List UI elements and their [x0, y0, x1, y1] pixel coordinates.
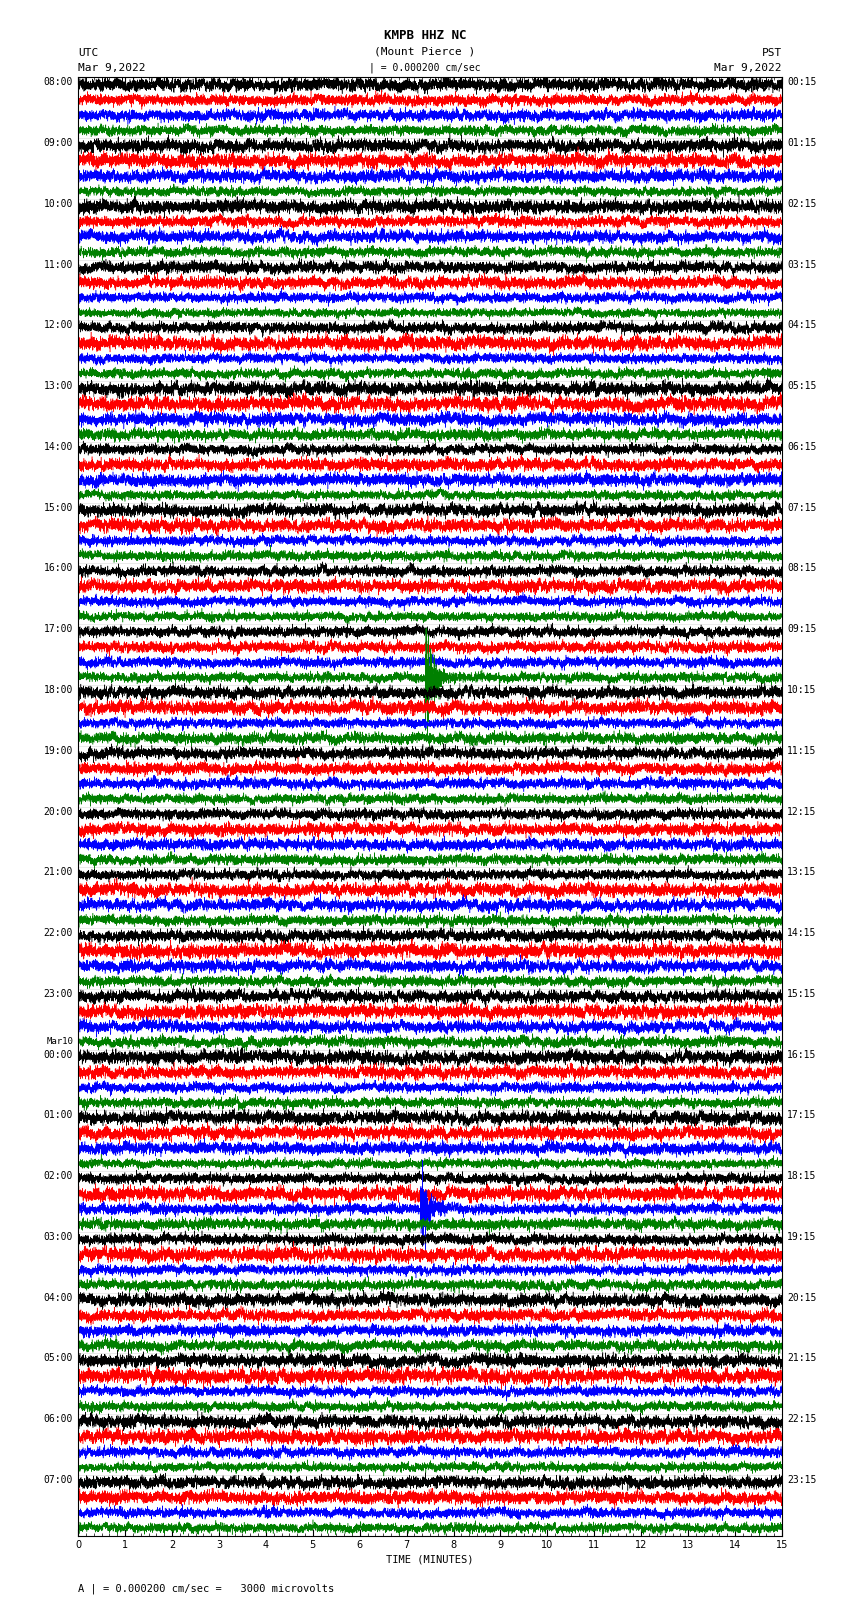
Text: 12:00: 12:00: [43, 321, 73, 331]
Text: 08:00: 08:00: [43, 77, 73, 87]
X-axis label: TIME (MINUTES): TIME (MINUTES): [387, 1555, 473, 1565]
Text: Mar10: Mar10: [46, 1037, 73, 1047]
Text: 16:00: 16:00: [43, 563, 73, 574]
Text: Mar 9,2022: Mar 9,2022: [78, 63, 145, 73]
Text: 00:00: 00:00: [43, 1050, 73, 1060]
Text: 00:15: 00:15: [787, 77, 817, 87]
Text: 22:00: 22:00: [43, 927, 73, 939]
Text: 17:15: 17:15: [787, 1110, 817, 1121]
Text: 14:15: 14:15: [787, 927, 817, 939]
Text: 06:00: 06:00: [43, 1415, 73, 1424]
Text: KMPB HHZ NC: KMPB HHZ NC: [383, 29, 467, 42]
Text: 13:15: 13:15: [787, 868, 817, 877]
Text: 07:00: 07:00: [43, 1474, 73, 1486]
Text: Mar 9,2022: Mar 9,2022: [715, 63, 782, 73]
Text: 19:00: 19:00: [43, 745, 73, 756]
Text: | = 0.000200 cm/sec: | = 0.000200 cm/sec: [369, 61, 481, 73]
Text: A | = 0.000200 cm/sec =   3000 microvolts: A | = 0.000200 cm/sec = 3000 microvolts: [78, 1584, 334, 1595]
Text: 11:15: 11:15: [787, 745, 817, 756]
Text: 10:00: 10:00: [43, 198, 73, 210]
Text: PST: PST: [762, 48, 782, 58]
Text: 20:00: 20:00: [43, 806, 73, 816]
Text: 01:00: 01:00: [43, 1110, 73, 1121]
Text: 15:00: 15:00: [43, 503, 73, 513]
Text: 01:15: 01:15: [787, 139, 817, 148]
Text: (Mount Pierce ): (Mount Pierce ): [374, 47, 476, 56]
Text: 15:15: 15:15: [787, 989, 817, 998]
Text: 09:00: 09:00: [43, 139, 73, 148]
Text: 04:00: 04:00: [43, 1292, 73, 1303]
Text: 14:00: 14:00: [43, 442, 73, 452]
Text: 23:00: 23:00: [43, 989, 73, 998]
Text: 18:00: 18:00: [43, 686, 73, 695]
Text: 11:00: 11:00: [43, 260, 73, 269]
Text: 10:15: 10:15: [787, 686, 817, 695]
Text: 22:15: 22:15: [787, 1415, 817, 1424]
Text: 04:15: 04:15: [787, 321, 817, 331]
Text: 23:15: 23:15: [787, 1474, 817, 1486]
Text: 17:00: 17:00: [43, 624, 73, 634]
Text: 13:00: 13:00: [43, 381, 73, 392]
Text: 03:15: 03:15: [787, 260, 817, 269]
Text: 20:15: 20:15: [787, 1292, 817, 1303]
Text: 03:00: 03:00: [43, 1232, 73, 1242]
Text: 16:15: 16:15: [787, 1050, 817, 1060]
Text: UTC: UTC: [78, 48, 99, 58]
Text: 02:00: 02:00: [43, 1171, 73, 1181]
Text: 08:15: 08:15: [787, 563, 817, 574]
Text: 09:15: 09:15: [787, 624, 817, 634]
Text: 05:00: 05:00: [43, 1353, 73, 1363]
Text: 06:15: 06:15: [787, 442, 817, 452]
Text: 18:15: 18:15: [787, 1171, 817, 1181]
Text: 12:15: 12:15: [787, 806, 817, 816]
Text: 02:15: 02:15: [787, 198, 817, 210]
Text: 21:00: 21:00: [43, 868, 73, 877]
Text: 07:15: 07:15: [787, 503, 817, 513]
Text: 19:15: 19:15: [787, 1232, 817, 1242]
Text: 21:15: 21:15: [787, 1353, 817, 1363]
Text: 05:15: 05:15: [787, 381, 817, 392]
